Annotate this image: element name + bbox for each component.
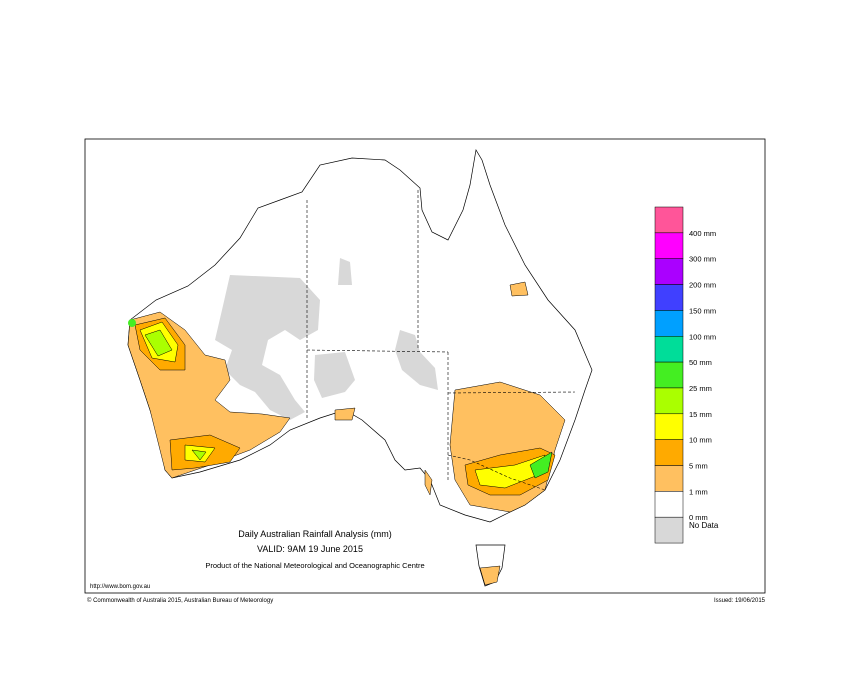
- state-borders: [306, 190, 576, 491]
- legend-label: 150 mm: [689, 306, 716, 315]
- legend-label: No Data: [689, 521, 719, 530]
- valid-time: VALID: 9AM 19 June 2015: [257, 544, 363, 554]
- legend-label: 50 mm: [689, 358, 712, 367]
- rain-area: [144, 329, 207, 461]
- issued-date: Issued: 19/06/2015: [714, 598, 766, 604]
- no-data-area: [215, 275, 320, 420]
- map: [127, 149, 593, 587]
- legend-label: 100 mm: [689, 332, 716, 341]
- legend-swatch: [654, 284, 684, 311]
- legend-swatch: [654, 206, 684, 234]
- map-title: Daily Australian Rainfall Analysis (mm): [238, 529, 392, 539]
- legend-swatch: [654, 258, 684, 285]
- copyright: © Commonwealth of Australia 2015, Austra…: [87, 597, 273, 604]
- border: [306, 349, 449, 353]
- legend-label: 5 mm: [689, 462, 708, 471]
- product-note: Product of the National Meteorological a…: [205, 561, 424, 570]
- url: http://www.bom.gov.au: [90, 584, 150, 590]
- no-data-area: [395, 330, 438, 390]
- legend-swatch: [654, 387, 684, 415]
- no-data-area: [338, 258, 352, 285]
- legend-label: 400 mm: [689, 229, 716, 238]
- legend-swatch: [654, 491, 684, 518]
- legend-swatch: [654, 516, 684, 544]
- rain-area: [334, 281, 529, 586]
- rain-area: [128, 319, 136, 327]
- rain-area: [139, 321, 216, 463]
- legend-label: 300 mm: [689, 255, 716, 264]
- legend-label: 200 mm: [689, 281, 716, 290]
- legend-swatch: [654, 465, 684, 492]
- legend-swatch: [654, 336, 684, 363]
- legend-swatch: [654, 232, 684, 259]
- legend-swatch: [654, 439, 684, 466]
- legend-label: 15 mm: [689, 410, 712, 419]
- border: [447, 454, 546, 491]
- legend-label: 10 mm: [689, 436, 712, 445]
- no-data-area: [314, 352, 355, 398]
- rain-area: [529, 451, 553, 479]
- legend-label: 0 mm: [689, 513, 708, 522]
- legend-label: 25 mm: [689, 384, 712, 393]
- legend-swatch: [654, 361, 684, 389]
- legend-label: 1 mm: [689, 487, 708, 496]
- legend: 400 mm 300 mm 200 mm 150 mm 100 mm 50 mm 25 mm…: [654, 206, 719, 544]
- legend-swatch: [654, 310, 684, 337]
- border: [447, 391, 576, 394]
- legend-swatch: [654, 413, 684, 440]
